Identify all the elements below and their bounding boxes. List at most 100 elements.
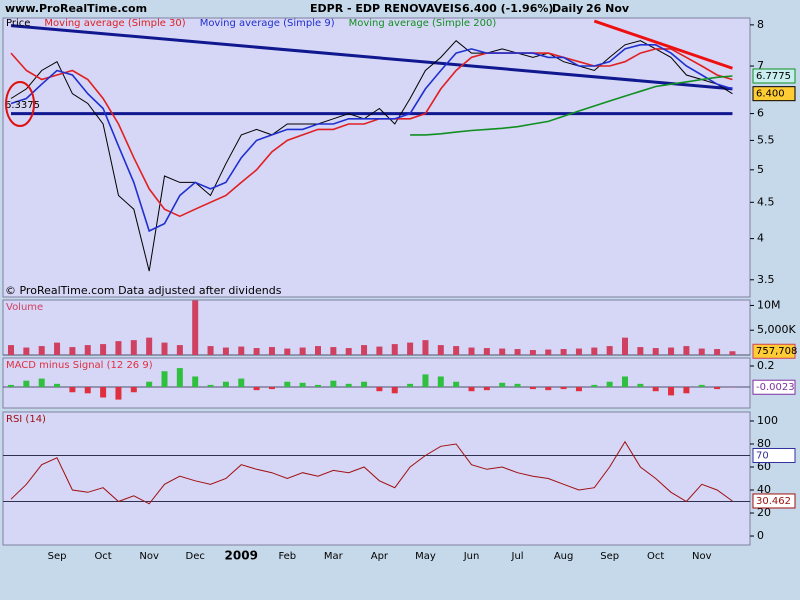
bar xyxy=(54,342,61,355)
legend-entry: Price xyxy=(6,18,30,29)
bar xyxy=(345,348,352,355)
bar xyxy=(253,348,260,355)
bar xyxy=(453,346,460,355)
bar xyxy=(284,348,291,355)
bar xyxy=(115,341,122,355)
value-box xyxy=(752,343,796,359)
value-box xyxy=(752,447,796,463)
y-tick-label: 5,000K xyxy=(757,323,796,336)
bar xyxy=(146,337,153,355)
bar xyxy=(69,386,76,393)
y-tick-label: 6 xyxy=(757,107,764,120)
bar xyxy=(437,376,444,387)
bar xyxy=(714,386,721,390)
bar xyxy=(253,386,260,391)
bar xyxy=(222,381,229,387)
bar xyxy=(146,381,153,387)
y-tick-label: 100 xyxy=(757,414,778,427)
y-tick-label: 0 xyxy=(757,529,764,542)
highlight-circle xyxy=(5,81,35,127)
bar xyxy=(361,345,368,355)
bar xyxy=(115,386,122,400)
bar xyxy=(222,347,229,355)
bar xyxy=(376,346,383,355)
date: 26 Nov xyxy=(586,2,630,15)
bar xyxy=(315,384,321,387)
y-tick-label: 0.2 xyxy=(757,359,775,372)
period: Daily xyxy=(552,2,583,15)
bar xyxy=(69,347,76,355)
bar xyxy=(668,386,675,396)
symbol: EDPR - EDP RENOVAVEIS xyxy=(310,2,462,15)
bar xyxy=(330,347,337,355)
bar xyxy=(422,340,429,355)
bar xyxy=(207,346,214,355)
value-box-label: 6.400 xyxy=(756,89,785,100)
value-box-label: 6.7775 xyxy=(756,71,791,82)
bar xyxy=(284,381,291,387)
bar xyxy=(652,348,659,355)
bar xyxy=(545,386,552,391)
indicator-line xyxy=(10,440,733,505)
panel-title: RSI (14) xyxy=(6,414,46,425)
series-line xyxy=(10,48,733,218)
value-box xyxy=(752,68,796,84)
y-tick-label: 5 xyxy=(757,163,764,176)
y-tick-label: 60 xyxy=(757,460,771,473)
y-tick-label: 10M xyxy=(757,298,781,311)
footnote: © ProRealTime.com Data adjusted after di… xyxy=(5,284,282,297)
bar xyxy=(391,386,398,394)
panel xyxy=(2,17,751,298)
bar xyxy=(437,345,444,355)
bar xyxy=(575,348,582,355)
x-tick-label: Sep xyxy=(48,551,67,562)
annotation: 6.3375 xyxy=(5,100,40,111)
bar xyxy=(591,384,598,387)
y-tick-label: 7 xyxy=(757,59,764,72)
bar xyxy=(207,384,214,387)
x-tick-label: May xyxy=(415,551,436,562)
x-tick-label: Feb xyxy=(278,551,296,562)
bar xyxy=(560,386,567,390)
bar xyxy=(591,347,598,355)
y-tick-label: 20 xyxy=(757,506,771,519)
bar xyxy=(575,386,582,392)
trendline xyxy=(593,19,733,70)
value-box xyxy=(752,86,796,102)
y-tick-label: 5.5 xyxy=(757,133,775,146)
panel-title: Volume xyxy=(6,302,43,313)
value-box-label: 757,708 xyxy=(756,346,797,357)
bar xyxy=(8,345,14,355)
bar xyxy=(176,345,183,355)
bar xyxy=(176,368,183,387)
bar xyxy=(514,349,521,355)
bar xyxy=(622,376,628,387)
y-tick-label: 3.5 xyxy=(757,273,775,286)
x-tick-label: 2009 xyxy=(225,549,258,563)
bar xyxy=(192,376,199,387)
bar xyxy=(345,383,352,387)
bar xyxy=(330,380,337,387)
bar xyxy=(468,347,475,355)
x-tick-label: Nov xyxy=(139,551,159,562)
bar xyxy=(606,346,613,355)
bar xyxy=(514,383,521,387)
bar xyxy=(637,347,644,355)
bar xyxy=(453,381,460,387)
bar xyxy=(652,386,659,392)
bar xyxy=(315,346,321,355)
bar xyxy=(683,346,690,355)
bar xyxy=(161,342,168,355)
bar xyxy=(192,300,199,355)
bar xyxy=(560,349,567,355)
bar xyxy=(8,384,14,387)
bar xyxy=(54,383,61,387)
value-box-label: -0.0023 xyxy=(756,382,795,393)
y-tick-label: 40 xyxy=(757,483,771,496)
bar xyxy=(698,348,705,355)
x-tick-label: Jul xyxy=(511,551,524,562)
value-box-label: 30.462 xyxy=(756,496,791,507)
bar xyxy=(483,386,490,391)
bar xyxy=(683,386,690,394)
y-tick-label: 80 xyxy=(757,437,771,450)
